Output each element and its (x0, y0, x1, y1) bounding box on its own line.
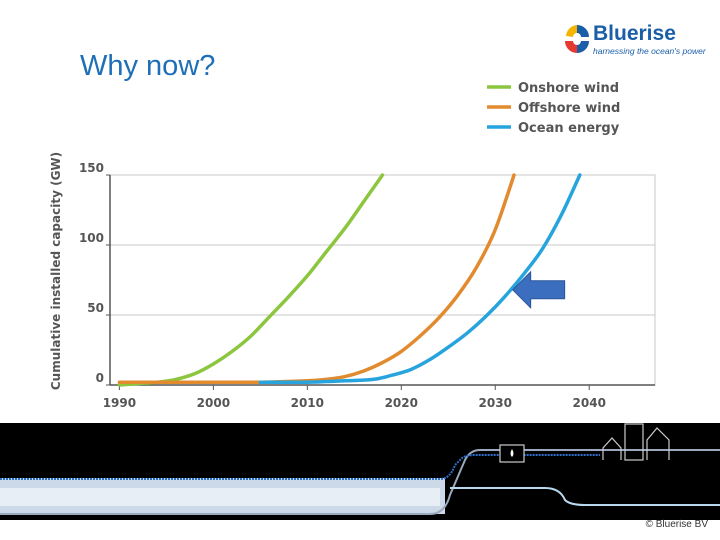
logo-mark-icon (565, 25, 589, 53)
x-tick-label: 2040 (573, 396, 606, 410)
house-icon-2 (646, 427, 670, 460)
series-line-ocean-energy (258, 173, 582, 385)
x-tick-label: 1990 (103, 396, 136, 410)
seafloor-line (0, 449, 720, 515)
x-tick-label: 2000 (197, 396, 230, 410)
x-tick-label: 2030 (479, 396, 512, 410)
y-axis-label: Cumulative installed capacity (GW) (49, 152, 63, 390)
bluerise-logo: Bluerise harnessing the ocean's power (563, 22, 706, 62)
chart-legend: Onshore wind Offshore wind Ocean energy (487, 81, 620, 136)
x-tick-label: 2010 (291, 396, 324, 410)
copyright-text: © Bluerise BV (645, 519, 708, 530)
return-pipe-line (450, 487, 720, 506)
house-icon (602, 437, 622, 460)
annotation-arrow-icon (511, 270, 566, 310)
y-tick-label: 50 (87, 301, 104, 315)
chart-annotation (511, 270, 566, 310)
legend-label: Ocean energy (518, 121, 620, 136)
slide-title: Why now? (80, 50, 216, 82)
y-tick-label: 100 (79, 231, 104, 245)
water-drop-icon (510, 449, 514, 457)
y-tick-label: 0 (96, 371, 104, 385)
pipe-line (0, 454, 600, 480)
chart-series (117, 173, 582, 387)
logo-tagline: harnessing the ocean's power (593, 46, 706, 56)
legend-label: Onshore wind (518, 81, 619, 96)
legend-label: Offshore wind (518, 101, 620, 116)
x-tick-label: 2020 (385, 396, 418, 410)
y-tick-label: 150 (79, 161, 104, 175)
logo-name: Bluerise (593, 22, 676, 45)
chart-axes: 0 50 100 150 1990 2000 2010 2020 2030 2040 (79, 161, 655, 410)
tower-building-icon (624, 423, 644, 461)
water-band-light (0, 488, 440, 506)
